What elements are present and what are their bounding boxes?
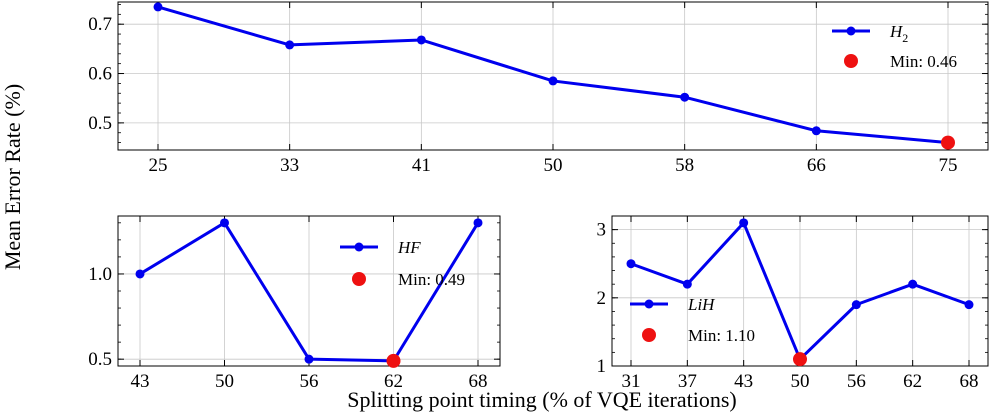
x-tick-label: 62 — [384, 371, 403, 392]
shared-x-axis-label: Splitting point timing (% of VQE iterati… — [347, 387, 736, 412]
y-tick-label: 0.6 — [88, 64, 112, 85]
x-tick-label: 33 — [280, 155, 299, 176]
data-point — [220, 218, 229, 228]
panel-hf: 43 50 56 62 68 0.5 1.0 HF Min: 0.49 — [88, 215, 501, 392]
y-tick-label: 3 — [597, 220, 607, 241]
y-tick-label: 0.7 — [88, 14, 112, 35]
legend-label: HF — [397, 238, 421, 257]
panel-h2: 25 33 41 50 58 66 75 0.5 0.6 0.7 H2 Min: 0.46 — [88, 1, 989, 176]
x-tick-label: 37 — [678, 371, 697, 392]
legend-marker-swatch — [354, 242, 364, 252]
x-tick-label: 41 — [412, 155, 431, 176]
data-point — [680, 92, 690, 102]
data-point — [416, 35, 426, 45]
legend-min-swatch — [642, 328, 656, 342]
data-point — [153, 2, 163, 12]
shared-y-axis-label: Mean Error Rate (%) — [0, 84, 25, 270]
x-tick-label: 50 — [215, 371, 234, 392]
x-tick-label: 75 — [939, 155, 958, 176]
y-tick-label: 0.5 — [88, 113, 112, 134]
data-point — [548, 76, 558, 86]
y-tick-label: 0.5 — [88, 349, 112, 370]
data-point — [682, 279, 692, 289]
x-tick-label: 43 — [131, 371, 150, 392]
x-tick-label: 68 — [960, 371, 979, 392]
x-tick-label: 43 — [734, 371, 753, 392]
legend-marker-swatch — [846, 26, 856, 36]
legend-min-swatch — [844, 54, 858, 68]
data-point — [908, 279, 918, 289]
x-tick-label: 50 — [791, 371, 810, 392]
legend-min-label: Min: 0.46 — [890, 52, 957, 71]
x-tick-label: 62 — [903, 371, 922, 392]
min-marker — [386, 353, 401, 368]
legend-label: LiH — [687, 295, 716, 314]
x-tick-label: 58 — [675, 155, 694, 176]
x-tick-label: 66 — [807, 155, 826, 176]
y-tick-label: 1 — [597, 356, 607, 377]
panel-lih: 31 37 43 50 56 62 68 1 2 3 LiH Min: 1.10 — [597, 215, 989, 392]
x-tick-label: 31 — [622, 371, 641, 392]
y-tick-label: 1.0 — [88, 264, 112, 285]
legend-min-label: Min: 1.10 — [688, 326, 755, 345]
data-point — [851, 300, 861, 310]
legend-min-swatch — [352, 272, 366, 286]
x-tick-label: 50 — [544, 155, 563, 176]
x-tick-label: 25 — [149, 155, 168, 176]
data-point — [304, 354, 314, 364]
axes-frame — [117, 215, 501, 367]
data-point — [285, 40, 295, 50]
data-point — [811, 126, 821, 136]
data-point — [626, 259, 636, 269]
min-marker — [793, 352, 807, 367]
data-point — [739, 218, 749, 228]
axes-frame — [117, 1, 989, 151]
x-tick-label: 68 — [469, 371, 488, 392]
legend-marker-swatch — [644, 299, 654, 309]
legend-min-label: Min: 0.49 — [398, 270, 465, 289]
y-tick-label: 2 — [597, 288, 607, 309]
x-tick-label: 56 — [847, 371, 866, 392]
data-point — [964, 300, 974, 310]
min-marker — [941, 135, 955, 150]
data-point — [135, 269, 145, 279]
legend-label: H2 — [889, 22, 908, 45]
x-tick-label: 56 — [300, 371, 319, 392]
data-point — [473, 218, 483, 228]
